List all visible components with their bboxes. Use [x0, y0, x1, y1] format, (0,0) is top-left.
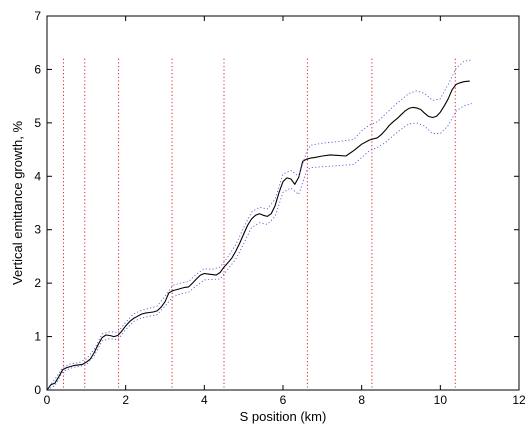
plot-frame — [46, 15, 520, 391]
y-tick-label: 6 — [34, 62, 41, 76]
x-tick-label: 4 — [201, 393, 208, 407]
x-axis-ticks: 0 2 4 6 8 10 12 — [44, 16, 526, 407]
vertical-markers — [63, 58, 456, 390]
x-tick-label: 12 — [512, 393, 526, 407]
series-lines — [46, 59, 472, 391]
upper-bound-series-line — [46, 59, 472, 390]
y-tick-label: 0 — [34, 383, 41, 397]
x-tick-label: 0 — [44, 393, 51, 407]
y-tick-label: 4 — [34, 169, 41, 183]
y-tick-label: 3 — [34, 223, 41, 237]
x-axis-label: S position (km) — [240, 409, 327, 424]
lower-bound-series-line — [46, 103, 472, 391]
y-tick-label: 1 — [34, 330, 41, 344]
x-tick-label: 2 — [122, 393, 129, 407]
x-tick-label: 6 — [280, 393, 287, 407]
y-tick-label: 7 — [34, 9, 41, 23]
x-tick-label: 10 — [434, 393, 448, 407]
mean-series-line — [46, 80, 470, 391]
y-axis-ticks: 0 1 2 3 4 5 6 7 — [34, 9, 519, 397]
y-axis-label: Vertical emittance growth, % — [10, 121, 25, 285]
x-tick-label: 8 — [358, 393, 365, 407]
y-tick-label: 5 — [34, 116, 41, 130]
y-tick-label: 2 — [34, 276, 41, 290]
